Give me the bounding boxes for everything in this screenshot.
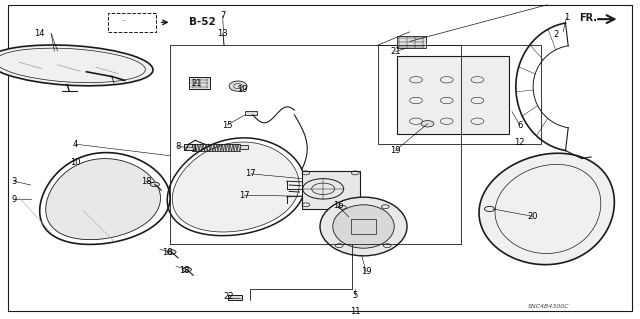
Ellipse shape [182,267,191,272]
Polygon shape [172,142,299,232]
Bar [302,171,360,209]
Text: 18: 18 [179,266,189,275]
Bar [228,295,242,300]
Ellipse shape [333,205,394,248]
Bar [184,144,195,150]
Text: 7: 7 [220,11,225,20]
Text: 5: 5 [353,291,358,300]
Text: 16: 16 [333,201,343,210]
Text: 14: 14 [35,29,45,38]
Text: 4: 4 [73,140,78,149]
Ellipse shape [421,121,434,127]
Ellipse shape [0,45,153,86]
Text: 3: 3 [12,177,17,186]
Bar [240,145,248,149]
Bar [351,219,376,234]
Ellipse shape [320,197,407,256]
Text: 2: 2 [553,30,558,39]
Polygon shape [45,159,161,240]
Polygon shape [479,153,614,265]
Text: SNC4B4300C: SNC4B4300C [528,304,570,309]
Text: 8: 8 [175,142,180,151]
Text: 18: 18 [141,177,151,186]
Text: 12: 12 [515,138,525,147]
Bar [245,111,257,115]
Text: 21: 21 [192,79,202,88]
Text: 11: 11 [350,308,360,316]
Bar [397,36,426,48]
Bar [378,45,541,144]
Bar [189,77,210,89]
Text: 18: 18 [163,248,173,256]
Text: 21: 21 [390,47,401,56]
Text: 20: 20 [527,212,538,221]
Text: 17: 17 [239,191,250,200]
Text: 19: 19 [237,85,247,94]
Text: 10: 10 [70,158,81,167]
Text: 19: 19 [390,146,401,155]
Text: 19: 19 [361,267,371,276]
Text: 15: 15 [222,121,232,130]
Text: 22: 22 [224,292,234,300]
Text: 1: 1 [564,13,569,22]
Text: 13: 13 [218,29,228,38]
Text: 9: 9 [12,195,17,204]
Bar [397,56,509,134]
Text: 17: 17 [246,169,256,178]
Ellipse shape [167,250,176,254]
Bar [108,13,156,32]
Text: B-52: B-52 [189,17,216,27]
Ellipse shape [229,81,247,91]
FancyArrowPatch shape [598,15,614,23]
Ellipse shape [150,182,159,187]
Text: ⁻: ⁻ [122,19,125,25]
Text: 6: 6 [517,121,522,130]
Text: FR.: FR. [579,12,597,23]
